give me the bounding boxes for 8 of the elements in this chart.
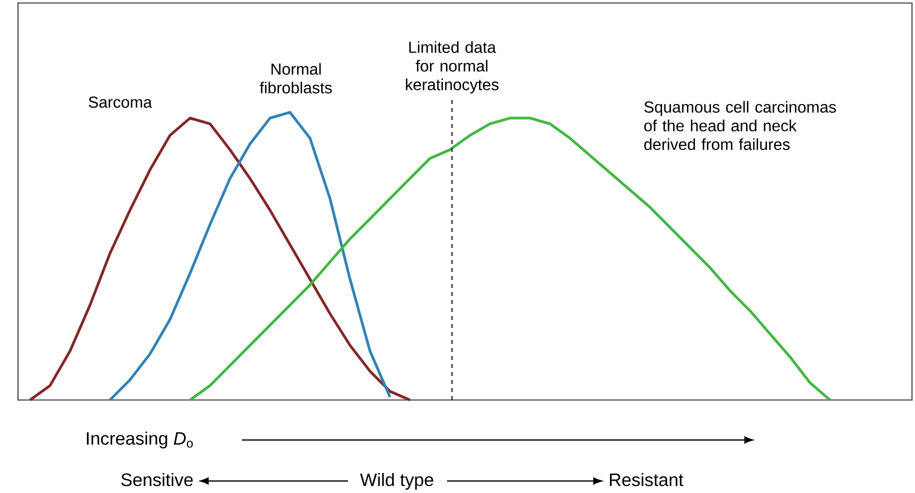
text: Limited data for normal keratinocytes xyxy=(406,41,499,94)
text: Wild type xyxy=(360,472,434,490)
text: Sarcoma xyxy=(88,96,152,108)
series-label: Normal fibroblasts xyxy=(260,63,332,94)
text: Sensitive xyxy=(121,472,193,486)
x-axis-title: Increasing D$_{o}$ xyxy=(86,432,193,448)
text: Resistant xyxy=(610,472,684,486)
text: Squamous cell carcinomas of the head and neck derived from failures xyxy=(644,100,836,150)
